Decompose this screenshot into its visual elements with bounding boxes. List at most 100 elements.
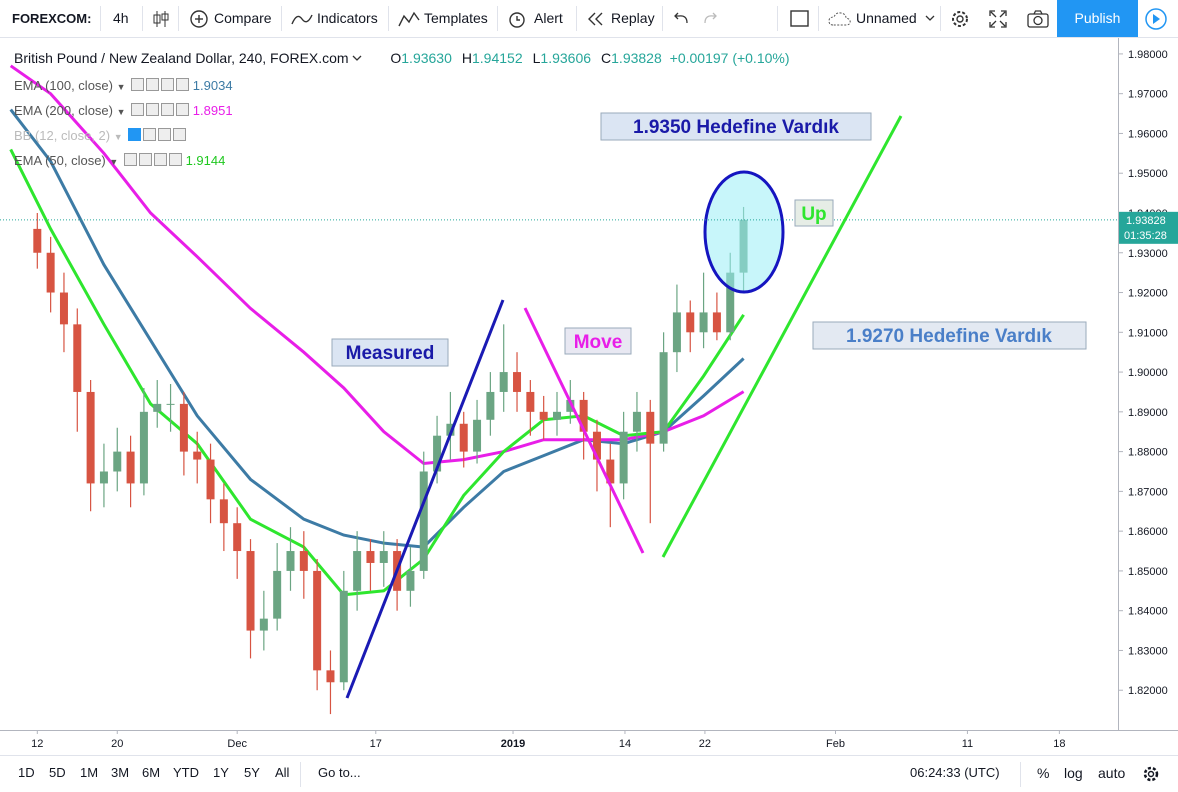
range-button[interactable]: 3M	[111, 765, 130, 780]
range-button[interactable]: 5Y	[244, 765, 260, 780]
icon[interactable]	[161, 103, 175, 116]
templates-button[interactable]: Templates	[424, 10, 488, 26]
ohlc-value: 1.93630	[401, 50, 452, 66]
icon[interactable]	[146, 78, 160, 91]
symbol-title: British Pound / New Zealand Dollar, 240,…	[14, 50, 349, 66]
annotation[interactable]: 1.9350 Hedefine Vardık	[633, 117, 839, 138]
dropdown[interactable]: ▼	[116, 82, 126, 92]
annotation[interactable]: Measured	[346, 343, 435, 364]
icon[interactable]	[143, 128, 157, 141]
snapshot-icon[interactable]	[1027, 10, 1049, 28]
candle-body	[486, 391, 495, 420]
y-tick-label: 1.90000	[1128, 367, 1168, 379]
candle-body	[459, 423, 468, 452]
ohlc-label: C	[601, 50, 612, 66]
templates-icon[interactable]	[398, 10, 420, 28]
candle-body	[473, 419, 482, 452]
annotation[interactable]: 1.9270 Hedefine Vardık	[846, 326, 1052, 347]
icon[interactable]	[146, 103, 160, 116]
range-button[interactable]: 6M	[142, 765, 161, 780]
range-button[interactable]: 1M	[80, 765, 99, 780]
alert-button[interactable]: Alert	[534, 10, 563, 26]
icon[interactable]	[176, 78, 190, 91]
replay-button[interactable]: Replay	[611, 10, 655, 26]
layout-name[interactable]: Unnamed	[856, 10, 917, 26]
range-button[interactable]: 5D	[49, 765, 66, 780]
fullscreen-icon[interactable]	[989, 10, 1007, 28]
settings-icon[interactable]	[1142, 765, 1160, 783]
icon[interactable]	[128, 128, 142, 141]
range-button[interactable]: All	[275, 765, 290, 780]
chart-style-icon[interactable]	[152, 9, 170, 29]
indicator-row[interactable]: EMA (100, close) ▼ 1.9034	[14, 78, 233, 93]
icon[interactable]	[153, 153, 167, 166]
annotation[interactable]: Move	[574, 332, 623, 353]
dropdown-icon[interactable]	[925, 15, 935, 23]
compare-icon[interactable]	[189, 9, 209, 29]
indicator-row[interactable]: EMA (50, close) ▼ 1.9144	[14, 153, 225, 168]
annotation-box	[564, 327, 632, 355]
replay-icon[interactable]	[587, 12, 605, 26]
play-icon[interactable]	[1144, 7, 1168, 31]
ohlc: O1.93630 H1.94152 L1.93606 C1.93828	[390, 50, 661, 66]
price-label: 1.93828	[1126, 215, 1166, 227]
dropdown[interactable]: ▼	[116, 107, 126, 117]
scale-option[interactable]: %	[1037, 765, 1050, 781]
annotation[interactable]: Up	[801, 204, 826, 225]
candle-body	[153, 403, 162, 412]
undo-redo-icons[interactable]	[673, 12, 717, 26]
toolbar: FOREXCOM: 4h Compare Indicators Template…	[0, 0, 1178, 38]
scale-option[interactable]: auto	[1098, 765, 1126, 781]
icon[interactable]	[158, 128, 172, 141]
icon[interactable]	[176, 103, 190, 116]
interval[interactable]: 4h	[113, 10, 129, 26]
trend-line-measured[interactable]	[345, 299, 505, 699]
compare-button[interactable]: Compare	[214, 10, 272, 26]
indicators-button[interactable]: Indicators	[317, 10, 378, 26]
settings-icon[interactable]	[950, 9, 970, 29]
indicator-row[interactable]: BB (12, close, 2) ▼	[14, 128, 187, 143]
candle-body	[326, 670, 335, 683]
publish-button[interactable]: Publish	[1057, 0, 1138, 37]
indicator-name: EMA (50, close)	[14, 153, 106, 168]
icon[interactable]	[161, 78, 175, 91]
dropdown-icon[interactable]	[352, 55, 362, 63]
dropdown[interactable]: ▼	[113, 132, 123, 142]
separator	[100, 6, 101, 31]
candle-body	[166, 403, 175, 405]
candle-body	[46, 252, 55, 293]
range-button[interactable]: 1D	[18, 765, 35, 780]
indicator-row[interactable]: EMA (200, close) ▼ 1.8951	[14, 103, 233, 118]
symbol[interactable]: FOREXCOM:	[12, 11, 92, 26]
candle-body	[366, 551, 375, 563]
trend-line-move[interactable]	[523, 307, 645, 554]
dropdown[interactable]: ▼	[109, 157, 119, 167]
icon[interactable]	[173, 128, 187, 141]
y-tick-label: 1.92000	[1128, 288, 1168, 300]
candle-body	[33, 228, 42, 253]
indicators-icon[interactable]	[291, 12, 313, 26]
icon[interactable]	[168, 153, 182, 166]
range-button[interactable]: 1Y	[213, 765, 229, 780]
candle-body	[566, 399, 575, 412]
alert-icon[interactable]	[507, 9, 529, 29]
separator	[497, 6, 498, 31]
goto-button[interactable]: Go to...	[318, 765, 361, 780]
scale-option[interactable]: log	[1064, 765, 1083, 781]
icon[interactable]	[123, 153, 137, 166]
icon[interactable]	[131, 103, 145, 116]
candle-body	[73, 324, 82, 392]
y-tick-label: 1.95000	[1128, 168, 1168, 180]
trend-line-up[interactable]	[661, 115, 903, 558]
icon[interactable]	[138, 153, 152, 166]
icon[interactable]	[131, 78, 145, 91]
cloud-icon[interactable]	[828, 11, 852, 27]
ohlc-label: H	[461, 50, 472, 66]
range-button[interactable]: YTD	[173, 765, 199, 780]
candle-body	[219, 499, 228, 524]
ellipse-drawing	[703, 170, 785, 294]
candle-body	[526, 391, 535, 412]
fullscreen-box-icon[interactable]	[790, 10, 810, 28]
separator	[281, 6, 282, 31]
